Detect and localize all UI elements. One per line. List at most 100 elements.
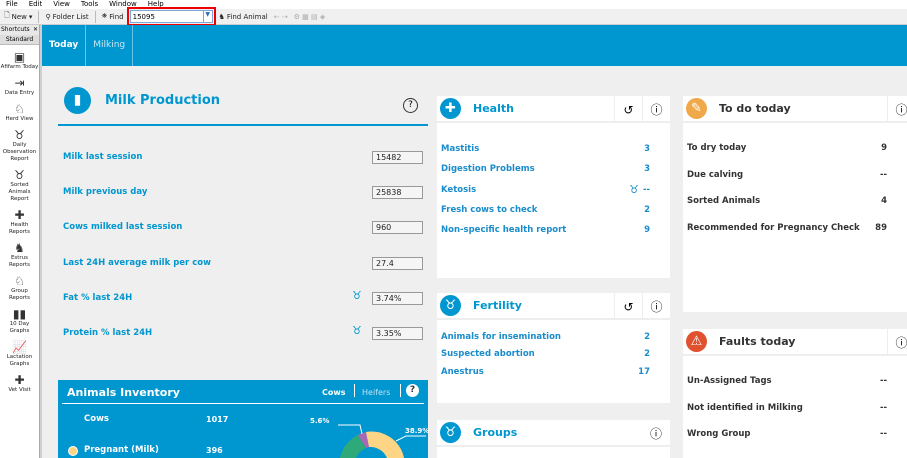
inventory-row-label[interactable]: Pregnant (Milk): [84, 445, 159, 455]
milk-row-label: Milk previous day: [63, 187, 148, 197]
menu-window[interactable]: Window: [109, 0, 137, 8]
inventory-donut-chart: [338, 424, 426, 458]
tab-heifers[interactable]: Heifers: [362, 388, 391, 397]
shortcut-item[interactable]: ✚ Health Reports: [0, 208, 39, 236]
todo-card: ✎ To do today ⓘ To dry today 9 Due calving -…: [683, 96, 907, 312]
splitter[interactable]: [40, 25, 42, 458]
group-icon: ♘: [14, 274, 25, 288]
shortcut-label: Lactation Graphs: [6, 354, 33, 367]
help-icon[interactable]: ⓘ: [887, 329, 907, 356]
divider: [62, 403, 424, 404]
animals-inventory-panel: Animals Inventory Cows Heifers ? Cows 10…: [58, 380, 429, 458]
menu-help[interactable]: Help: [147, 0, 164, 8]
cow-icon: ♉: [352, 324, 362, 337]
faults-row[interactable]: Un-Assigned Tags --: [683, 368, 907, 395]
shortcut-item[interactable]: 📈 Lactation Graphs: [0, 340, 39, 368]
health-row-value: 2: [644, 205, 650, 216]
folder-list-button[interactable]: ⚲ Folder List: [45, 12, 89, 21]
chevron-down-icon[interactable]: ▼: [202, 11, 212, 22]
find-animal-button[interactable]: ♞ Find Animal: [218, 12, 268, 21]
faults-row[interactable]: Not identified in Milking --: [683, 395, 907, 422]
health-row[interactable]: Ketosis ♉ --: [437, 180, 670, 200]
prev-animal-icon[interactable]: ⇠ ⇢: [273, 12, 288, 21]
estrus-icon: ♞: [14, 241, 25, 255]
health-title: Health: [473, 102, 514, 115]
donut-slice-green[interactable]: [340, 435, 366, 458]
fertility-row-value: 17: [638, 366, 650, 377]
help-icon[interactable]: ⓘ: [887, 96, 907, 123]
shortcut-label: Daily Observation Report: [2, 142, 37, 162]
help-icon[interactable]: ⓘ: [642, 96, 670, 123]
todo-icon: ✎: [686, 98, 707, 119]
donut-label-purple: 5.6%: [310, 417, 330, 425]
top-nav: Today Milking: [42, 25, 907, 66]
fertility-icon: ♉: [440, 295, 461, 316]
health-row[interactable]: Mastitis 3: [437, 139, 670, 159]
tab-milking[interactable]: Milking: [86, 25, 134, 66]
bar-chart-icon: ▮▮: [12, 307, 27, 321]
shortcut-item[interactable]: ⇥ Data Entry: [0, 76, 39, 97]
fertility-row[interactable]: Suspected abortion 2: [437, 346, 670, 364]
health-row-label: Digestion Problems: [441, 164, 535, 175]
help-icon[interactable]: ?: [403, 98, 418, 113]
health-icon: ✚: [14, 208, 25, 222]
health-row-label: Non-specific health report: [441, 225, 567, 236]
shortcut-item[interactable]: ♘ Herd View: [0, 102, 39, 123]
new-icon: 🗋: [4, 11, 10, 19]
health-row[interactable]: Fresh cows to check 2: [437, 200, 670, 220]
milk-row-label: Protein % last 24H: [63, 328, 153, 338]
shortcut-label: Group Reports: [8, 288, 31, 301]
faults-row-label: Wrong Group: [687, 429, 751, 440]
fertility-row[interactable]: Animals for insemination 2: [437, 328, 670, 346]
shortcut-item[interactable]: ♞ Estrus Reports: [0, 241, 39, 269]
inventory-title: Animals Inventory: [67, 386, 180, 399]
shortcut-item[interactable]: ▣ Afifarm Today: [0, 50, 39, 71]
medkit-icon: ✚: [14, 373, 25, 387]
help-icon[interactable]: ⓘ: [649, 427, 662, 441]
shortcut-item[interactable]: ♉ Daily Observation Report: [0, 128, 39, 163]
health-row[interactable]: Non-specific health report 9: [437, 220, 670, 240]
health-card: ✚ Health ↺ ⓘ Mastitis 3 Digestion Problems 3 K…: [437, 96, 670, 278]
health-row[interactable]: Digestion Problems 3: [437, 159, 670, 179]
donut-slice-yellow[interactable]: [366, 431, 404, 458]
cow-icon: ♉: [352, 289, 362, 302]
fertility-row[interactable]: Anestrus 17: [437, 363, 670, 381]
faults-row-label: Not identified in Milking: [687, 402, 803, 413]
tab-cows[interactable]: Cows: [322, 388, 346, 397]
help-icon[interactable]: ⓘ: [642, 293, 670, 320]
tools-icons[interactable]: ⚙ ▦ ▤ ◈: [293, 12, 326, 21]
close-icon[interactable]: ✕: [32, 26, 38, 33]
new-button[interactable]: 🗋 New ▾: [4, 11, 33, 21]
shortcut-item[interactable]: ♘ Group Reports: [0, 274, 39, 302]
fertility-row-value: 2: [644, 349, 650, 360]
todo-row-label: Sorted Animals: [687, 196, 761, 207]
todo-row[interactable]: Recommended for Pregnancy Check 89: [683, 215, 907, 242]
help-icon[interactable]: ?: [406, 384, 419, 397]
menu-tools[interactable]: Tools: [80, 0, 99, 8]
fertility-card: ♉ Fertility ↺ ⓘ Animals for insemination 2 S…: [437, 293, 670, 403]
standard-tab[interactable]: Standard: [0, 35, 39, 45]
shortcut-item[interactable]: ▮▮ 10 Day Graphs: [0, 307, 39, 335]
shortcuts-panel: Shortcuts ✕ Standard ▣ Afifarm Today ⇥ Data …: [0, 25, 40, 458]
todo-row-value: --: [879, 169, 887, 180]
animal-search-input[interactable]: 15095 ▼: [126, 7, 216, 26]
refresh-icon[interactable]: ↺: [614, 96, 642, 123]
faults-row[interactable]: Wrong Group --: [683, 421, 907, 448]
menu-file[interactable]: File: [6, 0, 18, 8]
refresh-icon[interactable]: ↺: [614, 293, 642, 320]
todo-row[interactable]: To dry today 9: [683, 135, 907, 162]
todo-row[interactable]: Sorted Animals 4: [683, 188, 907, 215]
leader-line: [338, 424, 363, 435]
fertility-row-label: Anestrus: [441, 366, 484, 377]
shortcut-item[interactable]: ♉ Sorted Animals Report: [0, 168, 39, 203]
donut-slice-purple[interactable]: [358, 432, 369, 448]
find-button[interactable]: ⛯ Find: [101, 12, 124, 21]
data-entry-icon: ⇥: [14, 76, 25, 90]
faults-row-label: Un-Assigned Tags: [687, 376, 772, 387]
menu-view[interactable]: View: [53, 0, 70, 8]
todo-row[interactable]: Due calving --: [683, 162, 907, 189]
shortcut-item[interactable]: ✚ Vet Visit: [0, 373, 39, 394]
menu-edit[interactable]: Edit: [28, 0, 43, 8]
divider: [38, 10, 40, 23]
tab-today[interactable]: Today: [42, 25, 87, 66]
